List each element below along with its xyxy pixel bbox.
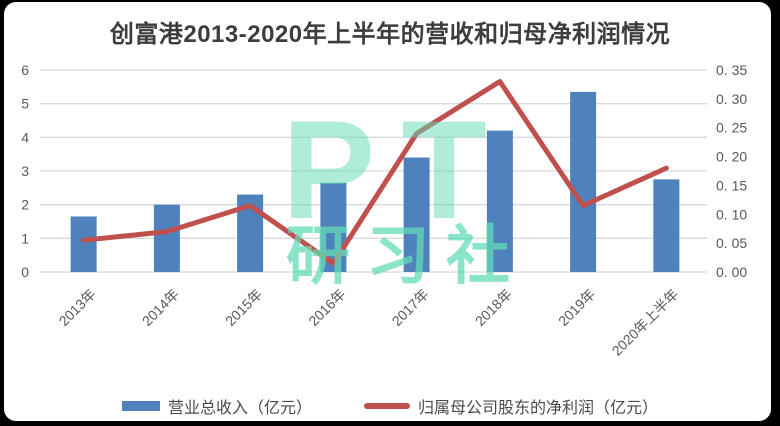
bar-2013年 [70,216,97,272]
net-profit-line [81,79,669,266]
bar-2014年 [153,204,180,272]
y-axis-left-tick-label: 4 [21,129,29,145]
x-axis-label-2015年: 2015年 [222,286,265,329]
y-axis-left-tick-label: 1 [21,230,29,246]
x-axis-label-2014年: 2014年 [139,286,182,329]
chart-title: 创富港2013-2020年上半年的营收和归母净利润情况 [109,21,671,48]
x-axis-label-2019年: 2019年 [555,286,598,329]
y-axis-right-tick-label: 0. 15 [716,177,747,193]
y-axis-right-tick-label: 0. 30 [716,91,747,107]
y-axis-right-tick-label: 0. 05 [716,235,747,251]
bar-2017年 [403,157,430,272]
x-axis-label-2013年: 2013年 [56,286,99,329]
y-axis-right-tick-label: 0. 20 [716,149,747,165]
legend-item-net-profit: 归属母公司股东的净利润（亿元） [364,394,658,418]
legend-swatch-revenue-bar [121,401,160,411]
y-axis-right-tick-label: 0. 25 [716,120,747,136]
y-axis-right-tick-label: 0. 10 [716,206,747,222]
y-axis-left-tick-label: 5 [21,96,29,112]
x-axis-label-2020年上半年: 2020年上半年 [609,286,682,359]
legend-item-revenue: 营业总收入（亿元） [121,394,312,418]
legend: 营业总收入（亿元） 归属母公司股东的净利润（亿元） [0,394,780,418]
bar-2020年上半年 [653,179,680,272]
x-axis-label-2016年: 2016年 [305,286,348,329]
y-axis-left-tick-label: 0 [21,264,29,280]
bar-2019年 [570,91,597,272]
legend-label-net-profit: 归属母公司股东的净利润（亿元） [418,400,659,417]
y-axis-left-tick-label: 6 [21,62,29,78]
y-axis-right-tick-label: 0. 35 [716,62,747,78]
chart-card [4,2,771,421]
legend-swatch-profit-line [364,403,410,409]
x-axis-label-2017年: 2017年 [389,286,432,329]
y-axis-left-tick-label: 2 [21,197,29,213]
y-axis-left-tick-label: 3 [21,163,29,179]
legend-label-revenue: 营业总收入（亿元） [167,400,312,417]
y-axis-right-tick-label: 0. 00 [716,264,747,280]
bar-2018年 [486,130,513,272]
x-axis-label-2018年: 2018年 [472,286,515,329]
